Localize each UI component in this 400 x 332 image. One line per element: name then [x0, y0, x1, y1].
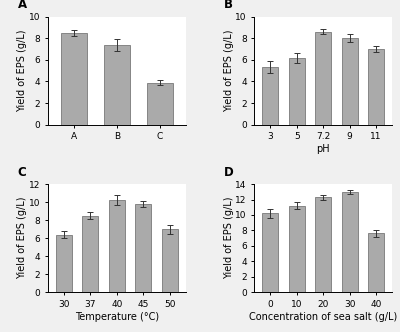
Bar: [289, 58, 305, 124]
Bar: [162, 229, 178, 292]
Bar: [104, 45, 130, 124]
Bar: [135, 204, 151, 292]
Bar: [262, 67, 278, 124]
Text: D: D: [224, 166, 234, 179]
Bar: [61, 33, 87, 124]
Bar: [147, 83, 173, 124]
Bar: [289, 206, 305, 292]
Bar: [368, 233, 384, 292]
Text: B: B: [224, 0, 233, 11]
Y-axis label: Yield of EPS (g/L): Yield of EPS (g/L): [224, 29, 234, 112]
Y-axis label: Yield of EPS (g/L): Yield of EPS (g/L): [224, 197, 234, 280]
Bar: [368, 49, 384, 124]
Y-axis label: Yield of EPS (g/L): Yield of EPS (g/L): [18, 29, 28, 112]
X-axis label: Temperature (°C): Temperature (°C): [75, 311, 159, 322]
X-axis label: Concentration of sea salt (g/L): Concentration of sea salt (g/L): [249, 311, 397, 322]
Text: C: C: [18, 166, 26, 179]
Bar: [315, 197, 331, 292]
X-axis label: pH: pH: [316, 144, 330, 154]
Text: A: A: [18, 0, 27, 11]
Y-axis label: Yield of EPS (g/L): Yield of EPS (g/L): [18, 197, 28, 280]
Bar: [82, 215, 98, 292]
Bar: [56, 234, 72, 292]
Bar: [315, 32, 331, 125]
Bar: [109, 200, 125, 292]
Bar: [342, 192, 358, 292]
Bar: [342, 38, 358, 124]
Bar: [262, 213, 278, 292]
